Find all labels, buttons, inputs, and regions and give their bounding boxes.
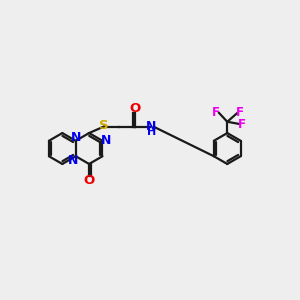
Text: N: N <box>68 154 79 167</box>
Text: N: N <box>146 120 156 133</box>
Text: N: N <box>101 134 112 147</box>
Text: O: O <box>129 103 140 116</box>
Text: N: N <box>70 131 81 144</box>
Text: F: F <box>212 106 219 119</box>
Text: O: O <box>83 174 95 188</box>
Text: H: H <box>147 127 156 136</box>
Text: F: F <box>238 118 246 131</box>
Text: S: S <box>99 119 109 132</box>
Text: F: F <box>236 106 244 119</box>
